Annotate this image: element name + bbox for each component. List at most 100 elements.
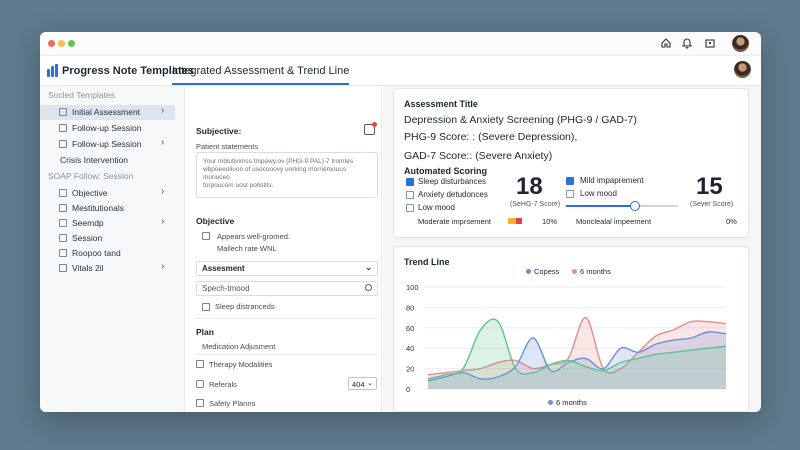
score-check-low-mood: Low mood [418, 203, 455, 212]
referrals-select-value: 404 [352, 380, 365, 389]
home-icon[interactable] [659, 37, 673, 51]
sidebar-item-label: Follow-up Session [72, 123, 142, 133]
sidebar-item-label: Crisis Intervention [60, 155, 129, 165]
legend-6-months: 6 months [580, 267, 611, 276]
referrals-checkbox[interactable] [196, 380, 204, 388]
y-tick-label: 0 [406, 385, 410, 394]
minimize-dot[interactable] [58, 40, 65, 47]
plan-medication[interactable]: Medication Adjusment [202, 342, 276, 351]
score-slider-thumb[interactable] [630, 201, 641, 211]
avatar[interactable] [732, 35, 749, 52]
chevron-right-icon: › [161, 137, 165, 148]
subjective-textarea[interactable]: Your mblutivimss tmpowy.ov (PHG-9 PAL)-7… [196, 152, 378, 198]
close-dot[interactable] [48, 40, 55, 47]
y-tick-label: 20 [406, 365, 414, 374]
left-footer-percent: 10% [542, 217, 558, 226]
sidebar-section-templates: Socled Templates [48, 90, 115, 100]
maximize-dot[interactable] [68, 40, 75, 47]
series-area-2 [428, 319, 726, 389]
sidebar-item-mestitutionals[interactable]: Mestitutionals [40, 201, 175, 216]
low-mood-checkbox-right[interactable] [566, 190, 574, 198]
score-check-anxiety: Anxiety detudonces [418, 190, 488, 199]
tab-integrated-assessment[interactable]: Integrated Assessment & Trend Line [172, 65, 350, 85]
therapy-checkbox[interactable] [196, 360, 204, 368]
user-avatar[interactable] [734, 61, 751, 78]
sidebar-item-crisis[interactable]: Crisis Intervention [40, 153, 175, 168]
subjective-heading: Subjective: [196, 126, 242, 136]
gad-score-caption: (Sever Score) [690, 201, 734, 208]
anxiety-checkbox[interactable] [406, 191, 414, 199]
sleep-label: Sleep distranceds [215, 302, 275, 311]
document-icon [59, 124, 67, 132]
divider [196, 318, 378, 319]
legend-swatch-bottom [548, 400, 553, 405]
sidebar-item-label: Session [72, 233, 103, 243]
chart-icon [59, 219, 67, 227]
bell-icon[interactable] [680, 37, 694, 51]
sidebar-item-session[interactable]: Session [40, 231, 175, 246]
app-window: Progress Note Templates Integrated Asses… [40, 32, 761, 412]
sleep-checkbox[interactable] [202, 303, 210, 311]
phq-score-number: 18 [516, 173, 543, 200]
edit-icon[interactable] [364, 122, 377, 135]
series-area-0 [428, 331, 726, 389]
assessment-input-value: Spech-tmood [202, 284, 250, 293]
search-icon [365, 284, 372, 291]
legend-bottom: 6 months [556, 398, 587, 407]
referrals-select[interactable]: 404 ⌄ [348, 377, 377, 390]
trend-title: Trend Line [404, 257, 450, 267]
sidebar-item-label: Mestitutionals [72, 203, 124, 213]
plan-heading: Plan [196, 327, 214, 337]
plan-therapy: Therapy Modalities [209, 360, 273, 369]
legend-swatch-6-months [572, 269, 577, 274]
assessment-input[interactable]: Spech-tmood [196, 281, 378, 296]
objective-line-1: Appears well-gromed. [217, 232, 290, 241]
sidebar-item-label: Roopoo tand [72, 248, 121, 258]
safety-planns-checkbox[interactable] [196, 399, 204, 407]
y-tick-label: 80 [406, 303, 414, 312]
right-footer-status: Monclealal impeement [576, 217, 652, 226]
patient-statements-label: Patient statements [196, 142, 259, 151]
assessment-select[interactable]: Assesment ⌄ [196, 261, 378, 276]
chevron-down-icon: ⌄ [367, 380, 373, 387]
heart-icon [59, 264, 67, 272]
gad-score-number: 15 [696, 173, 723, 200]
sidebar-item-follow-up-1[interactable]: Follow-up Session [40, 121, 175, 136]
sidebar-item-seemdp[interactable]: Seemdp › [40, 216, 175, 231]
sidebar-item-follow-up-2[interactable]: Follow-up Session › [40, 137, 175, 152]
objective-heading: Objective [196, 216, 235, 226]
low-mood-checkbox-left[interactable] [406, 204, 414, 212]
objective-checkbox[interactable] [202, 232, 210, 240]
legend-swatch-copess [526, 269, 531, 274]
sidebar-item-label: Objective [72, 188, 108, 198]
sidebar-item-initial-assessment[interactable]: Initial Assessment › [40, 105, 175, 120]
y-tick-label: 100 [406, 283, 419, 292]
score-slider[interactable] [566, 201, 678, 211]
status-bar-red [516, 218, 522, 224]
assessment-title: Depression & Anxiety Screening (PHG-9 / … [404, 114, 637, 126]
score-check-low-mood-right: Low mood [580, 189, 617, 198]
calendar-icon[interactable] [703, 37, 717, 51]
automated-scoring-heading: Automated Scoring [404, 166, 488, 176]
assessment-select-label: Assesment [202, 264, 245, 273]
y-tick-label: 60 [406, 324, 414, 333]
sidebar-item-objective[interactable]: Objective › [40, 186, 175, 201]
mild-impairment-checkbox[interactable] [566, 177, 574, 185]
list-icon [59, 204, 67, 212]
sidebar-item-label: Initial Assessment [72, 107, 141, 117]
textarea-line: forpoucom uost potistits. [203, 182, 274, 189]
left-footer-status: Moderate imprsement [418, 217, 491, 226]
phq-score-line: PHG-9 Score: : (Severe Depression), [404, 131, 578, 143]
series-line-2 [427, 318, 727, 380]
sleep-checkbox-score[interactable] [406, 178, 414, 186]
plan-referrals: Referals [209, 380, 237, 389]
right-footer-percent: 0% [726, 217, 737, 226]
sidebar-item-vitals[interactable]: Vitals 2il › [40, 261, 175, 276]
y-tick-label: 40 [406, 344, 414, 353]
document-icon [59, 108, 67, 116]
clock-icon [59, 249, 67, 257]
sidebar-item-roopoo[interactable]: Roopoo tand [40, 246, 175, 261]
plan-safety-planns: Safety Planns [209, 399, 256, 408]
series-line-1 [427, 316, 727, 376]
app-title: Progress Note Templates [62, 65, 194, 77]
